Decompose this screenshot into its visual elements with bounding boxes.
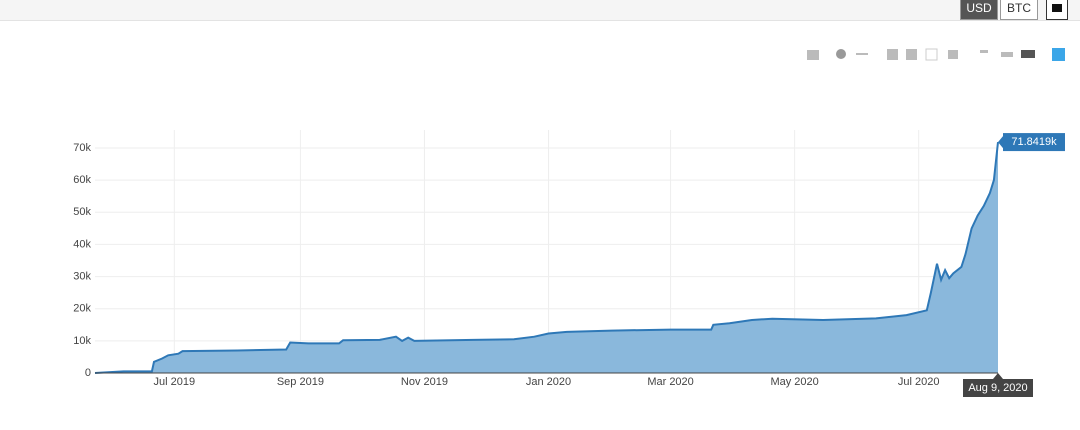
x-tick-label: Jul 2020 <box>898 376 940 388</box>
spike-icon[interactable] <box>980 50 988 53</box>
x-tick-label: May 2020 <box>770 376 818 388</box>
y-tick-label: 70k <box>73 142 91 154</box>
zoom-in-icon[interactable] <box>887 49 898 60</box>
x-tick-label: Mar 2020 <box>647 376 693 388</box>
plotly-logo[interactable] <box>1052 48 1065 61</box>
y-tick-label: 30k <box>73 270 91 282</box>
hover-x-label: Aug 9, 2020 <box>968 382 1027 394</box>
x-tick-label: Nov 2019 <box>401 376 448 388</box>
x-tick-label: Sep 2019 <box>277 376 324 388</box>
btc-button[interactable]: BTC <box>1000 0 1038 20</box>
zoom-out-icon[interactable] <box>906 49 917 60</box>
hover-x-box <box>963 379 1033 397</box>
toolbar: USD BTC <box>0 0 1080 21</box>
camera-icon[interactable] <box>807 50 819 60</box>
hover-closest-icon[interactable] <box>1001 52 1013 57</box>
area <box>95 142 998 373</box>
hover-x-arrow <box>993 373 1003 379</box>
y-tick-label: 20k <box>73 303 91 315</box>
x-tick-label: Jul 2019 <box>154 376 196 388</box>
hover-y-label: 71.8419k <box>1011 136 1057 148</box>
line <box>94 141 999 374</box>
hover-y-box <box>1003 133 1065 152</box>
x-tick-label: Jan 2020 <box>526 376 571 388</box>
hover: Aug 9, 2020 71.8419k <box>963 133 1065 397</box>
autoscale-icon[interactable] <box>925 48 938 61</box>
hover-y-arrow <box>998 136 1003 149</box>
y-tick-label: 10k <box>73 335 91 347</box>
y-tick-label: 0 <box>85 367 91 379</box>
y-tick-label: 50k <box>73 206 91 218</box>
pan-icon[interactable] <box>856 53 868 55</box>
modebar <box>807 48 1065 61</box>
menu-button[interactable] <box>1046 0 1068 20</box>
y-tick-label: 40k <box>73 238 91 250</box>
usd-button[interactable]: USD <box>960 0 998 20</box>
zoom-icon[interactable] <box>836 49 846 59</box>
reset-icon[interactable] <box>948 50 958 59</box>
hover-compare-icon[interactable] <box>1021 50 1035 58</box>
y-tick-label: 60k <box>73 174 91 186</box>
